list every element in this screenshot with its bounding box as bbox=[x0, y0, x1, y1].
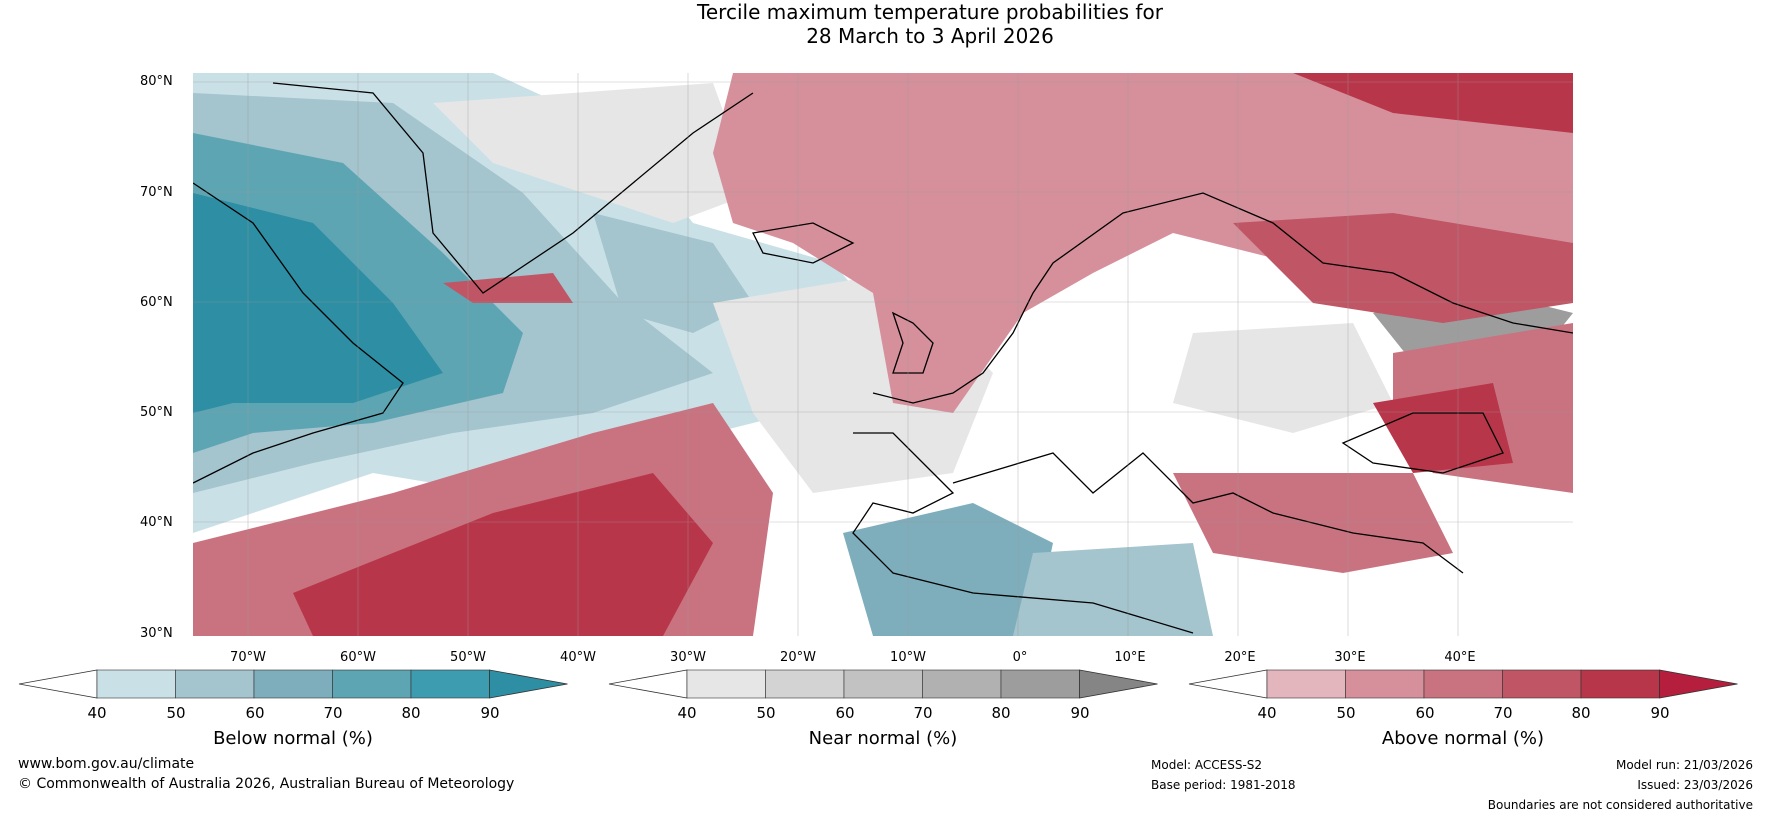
lon-label-20w: 20°W bbox=[780, 650, 816, 665]
coastline-mediterranean bbox=[952, 452, 1464, 574]
lon-label-30w: 30°W bbox=[670, 650, 706, 665]
near-normal-region-4 bbox=[1173, 323, 1393, 433]
colorbar-segment bbox=[410, 669, 490, 699]
above-normal-greenland-tip bbox=[443, 273, 573, 303]
colorbar-tick: 50 bbox=[166, 704, 186, 722]
colorbar-tick: 60 bbox=[1415, 704, 1435, 722]
colorbar-segment bbox=[1580, 669, 1660, 699]
colorbar-tick: 90 bbox=[480, 704, 500, 722]
colorbar-segment bbox=[96, 669, 176, 699]
footer-base-period: Base period: 1981-2018 bbox=[1151, 778, 1296, 792]
colorbar-segment bbox=[765, 669, 845, 699]
coastline-north-america bbox=[193, 182, 404, 484]
colorbar-segment bbox=[922, 669, 1002, 699]
above-normal-subtropical-core bbox=[293, 473, 713, 636]
colorbar-below-normal bbox=[18, 669, 568, 699]
above-normal-black-sea bbox=[1373, 383, 1513, 473]
below-normal-region-peak bbox=[193, 193, 443, 413]
coastline-iberia-africa bbox=[852, 432, 1194, 634]
probability-map bbox=[193, 73, 1573, 636]
colorbar-extend-high bbox=[1079, 669, 1158, 699]
colorbar-near-normal bbox=[608, 669, 1158, 699]
colorbar-segment bbox=[175, 669, 255, 699]
above-normal-arctic-core bbox=[1293, 73, 1573, 133]
lon-label-30e: 30°E bbox=[1334, 650, 1366, 665]
below-normal-sahara bbox=[1013, 543, 1213, 636]
map-gridlines bbox=[193, 73, 1573, 636]
coastline-black-sea bbox=[1341, 412, 1504, 474]
colorbar-segment bbox=[686, 669, 766, 699]
colorbar-tick: 80 bbox=[991, 704, 1011, 722]
colorbar-tick: 40 bbox=[1257, 704, 1277, 722]
lon-label-60w: 60°W bbox=[340, 650, 376, 665]
lat-label-30n: 30°N bbox=[140, 626, 173, 641]
footer-copyright: © Commonwealth of Australia 2026, Austra… bbox=[18, 776, 515, 792]
colorbar-extend-high bbox=[1659, 669, 1738, 699]
colorbar-tick: 40 bbox=[87, 704, 107, 722]
lon-label-20e: 20°E bbox=[1224, 650, 1256, 665]
lat-label-80n: 80°N bbox=[140, 74, 173, 89]
lon-label-40e: 40°E bbox=[1444, 650, 1476, 665]
lat-label-60n: 60°N bbox=[140, 295, 173, 310]
lat-label-70n: 70°N bbox=[140, 185, 173, 200]
lon-label-10w: 10°W bbox=[890, 650, 926, 665]
colorbar-tick: 70 bbox=[913, 704, 933, 722]
colorbar-segment bbox=[1423, 669, 1503, 699]
coastline-greenland bbox=[272, 82, 754, 294]
colorbar-below-title: Below normal (%) bbox=[213, 728, 373, 749]
near-normal-region-1 bbox=[433, 83, 753, 223]
colorbar-tick: 60 bbox=[245, 704, 265, 722]
footer-website: www.bom.gov.au/climate bbox=[18, 756, 195, 772]
colorbar-tick: 50 bbox=[1336, 704, 1356, 722]
lon-label-10e: 10°E bbox=[1114, 650, 1146, 665]
footer-model: Model: ACCESS-S2 bbox=[1151, 758, 1263, 772]
title-line-1: Tercile maximum temperature probabilitie… bbox=[697, 0, 1163, 24]
colorbar-segment bbox=[1345, 669, 1425, 699]
colorbar-segment bbox=[843, 669, 923, 699]
colorbar-extend-high bbox=[489, 669, 568, 699]
footer-disclaimer: Boundaries are not considered authoritat… bbox=[1487, 798, 1753, 812]
colorbar-tick: 90 bbox=[1070, 704, 1090, 722]
colorbar-segment bbox=[1266, 669, 1346, 699]
colorbar-segment bbox=[1000, 669, 1080, 699]
colorbar-tick: 80 bbox=[401, 704, 421, 722]
below-normal-north-africa bbox=[843, 503, 1053, 636]
colorbar-above-title: Above normal (%) bbox=[1381, 728, 1545, 749]
footer-issued: Issued: 23/03/2026 bbox=[1637, 778, 1753, 792]
colorbar-tick: 40 bbox=[677, 704, 697, 722]
colorbar-tick: 90 bbox=[1650, 704, 1670, 722]
colorbar-extend-low bbox=[608, 669, 688, 699]
colorbar-above-normal bbox=[1188, 669, 1738, 699]
lat-label-40n: 40°N bbox=[140, 515, 173, 530]
lon-label-50w: 50°W bbox=[450, 650, 486, 665]
colorbar-tick: 50 bbox=[756, 704, 776, 722]
above-normal-north-atlantic bbox=[713, 73, 1573, 413]
coastline-iceland bbox=[752, 222, 855, 264]
colorbar-segment bbox=[253, 669, 333, 699]
colorbar-tick: 70 bbox=[323, 704, 343, 722]
lon-label-70w: 70°W bbox=[230, 650, 266, 665]
colorbar-extend-low bbox=[18, 669, 98, 699]
lon-label-0: 0° bbox=[1012, 650, 1028, 665]
colorbar-tick: 70 bbox=[1493, 704, 1513, 722]
above-normal-scandinavia-russia bbox=[1233, 213, 1573, 323]
colorbar-segment bbox=[1502, 669, 1582, 699]
colorbar-tick: 80 bbox=[1571, 704, 1591, 722]
map-title: Tercile maximum temperature probabilitie… bbox=[0, 0, 1770, 48]
colorbar-near-title: Near normal (%) bbox=[808, 728, 958, 749]
footer-model-run: Model run: 21/03/2026 bbox=[1615, 758, 1753, 772]
colorbar-extend-low bbox=[1188, 669, 1268, 699]
coastline-europe bbox=[872, 192, 1573, 404]
lat-label-50n: 50°N bbox=[140, 405, 173, 420]
coastline-british-isles bbox=[891, 311, 934, 374]
colorbar-tick: 60 bbox=[835, 704, 855, 722]
title-line-2: 28 March to 3 April 2026 bbox=[806, 24, 1054, 48]
colorbar-segment bbox=[332, 669, 412, 699]
lon-label-40w: 40°W bbox=[560, 650, 596, 665]
